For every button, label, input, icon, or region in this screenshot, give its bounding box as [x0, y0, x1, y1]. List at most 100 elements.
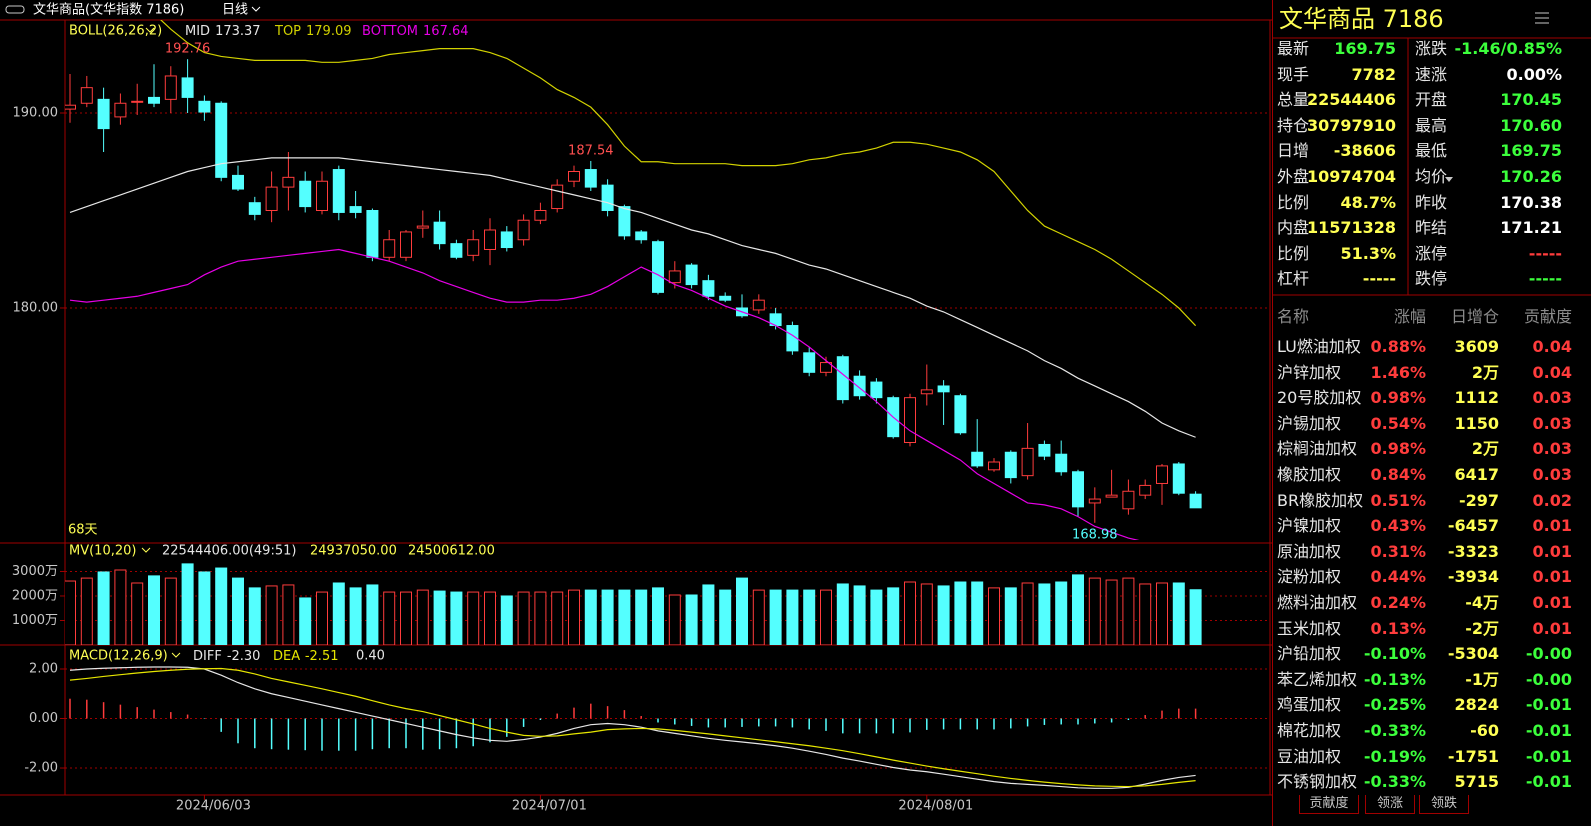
plot	[69, 666, 1197, 789]
sector-name[interactable]: 燃料油加权	[1277, 593, 1358, 612]
volume-bar	[282, 584, 295, 645]
legend-item: BOTTOM 167.64	[362, 24, 469, 39]
legend-item: DIFF -2.30	[193, 649, 260, 664]
candle-body	[719, 295, 732, 301]
price-panel: 190.00 180.00 192.76 187.54 168.98 BOLL(26,26…	[13, 20, 1270, 542]
sector-name[interactable]: 淀粉加权	[1277, 567, 1342, 587]
plot	[65, 20, 1202, 540]
high-label: 192.76	[165, 42, 211, 57]
legend-value: 179.09	[306, 24, 352, 39]
candle-body	[702, 280, 715, 297]
indicator-line	[69, 667, 1196, 788]
sector-name[interactable]: 不锈钢加权	[1277, 772, 1358, 792]
sector-value: 0.84%	[1370, 465, 1426, 484]
volume-bar	[618, 589, 631, 645]
sector-name[interactable]: 沪铅加权	[1277, 644, 1342, 664]
sector-name[interactable]: 苯乙烯加权	[1277, 669, 1358, 689]
volume-bar	[400, 591, 412, 645]
candle-body	[551, 184, 564, 210]
volume-bar	[1055, 581, 1068, 645]
legend-item: 24937050.00	[310, 544, 397, 559]
quote-value: 0.00%	[1506, 64, 1562, 84]
candle-body	[1189, 493, 1202, 509]
tab[interactable]: 领跌	[1419, 795, 1469, 814]
candle-body	[450, 243, 463, 258]
avg-dropdown[interactable]	[1445, 177, 1453, 182]
y-tick-label: 180.00	[13, 300, 59, 315]
sector-value: 0.24%	[1370, 593, 1426, 612]
quote-value: 170.45	[1500, 90, 1562, 110]
candle-body	[584, 169, 597, 188]
tab[interactable]: 贡献度	[1299, 795, 1359, 814]
sector-name[interactable]: LU燃油加权	[1277, 337, 1361, 356]
table-header: 名称	[1277, 307, 1310, 326]
sector-name[interactable]: 豆油加权	[1277, 746, 1342, 766]
sector-name[interactable]: 鸡蛋加权	[1277, 695, 1342, 715]
tab[interactable]: 领涨	[1365, 795, 1415, 814]
volume-bar	[232, 577, 244, 645]
sector-name[interactable]: 棉花加权	[1277, 721, 1342, 740]
sector-value: 2万	[1471, 439, 1499, 459]
volume-bar	[299, 597, 312, 645]
quote-label: 内盘	[1277, 218, 1310, 238]
period-count: 68天	[68, 523, 98, 538]
chevron	[171, 652, 181, 658]
sector-value: -1751	[1447, 746, 1499, 766]
menu-icon[interactable]	[5, 5, 25, 14]
indicator-name[interactable]: BOLL(26,26,2)	[69, 24, 162, 39]
sector-name[interactable]: 沪锌加权	[1277, 362, 1342, 382]
sector-name[interactable]: 原油加权	[1277, 541, 1342, 561]
quote-label: 昨结	[1415, 218, 1448, 238]
sector-value: 2万	[1471, 362, 1499, 382]
quote-value: 170.60	[1500, 115, 1562, 135]
candle-body	[937, 385, 950, 393]
volume-bar	[870, 589, 883, 645]
legend-name: MID	[185, 24, 210, 39]
legend-name: TOP	[274, 24, 301, 39]
volume-bar	[920, 583, 933, 645]
sector-value: 0.44%	[1370, 567, 1426, 587]
volume-bar	[954, 581, 967, 645]
quote-title: 文华商品 7186	[1279, 5, 1444, 33]
legend-value: -2.51	[305, 649, 339, 664]
candle-body	[114, 102, 127, 118]
volume-bar	[517, 591, 530, 645]
candle-body	[148, 96, 160, 104]
volume-bar	[803, 589, 816, 645]
quote-label: 跌停	[1415, 269, 1448, 289]
sector-name[interactable]: 20号胶加权	[1277, 388, 1362, 408]
volume-bar	[366, 584, 379, 645]
volume-bar	[534, 591, 547, 645]
settings-icon[interactable]	[1535, 12, 1549, 24]
period-chevron[interactable]	[251, 6, 261, 12]
sector-name[interactable]: 玉米加权	[1277, 618, 1342, 638]
candle-body	[904, 397, 916, 444]
volume-bar	[736, 577, 748, 645]
period-selector[interactable]: 日线	[222, 3, 248, 18]
sector-value: 0.03	[1532, 388, 1572, 408]
candle-body	[652, 241, 664, 293]
candle-body	[752, 299, 765, 311]
candle-body	[65, 104, 76, 110]
candle-body	[853, 375, 866, 397]
candle-body	[181, 77, 194, 98]
quote-value: 169.75	[1500, 141, 1562, 161]
y-tick-label: 190.00	[13, 106, 59, 121]
volume-bar	[853, 585, 866, 645]
sector-name[interactable]: 沪镍加权	[1277, 516, 1342, 536]
candle-body	[1172, 463, 1185, 494]
sector-value: 3609	[1454, 337, 1499, 356]
sector-name[interactable]: 橡胶加权	[1277, 465, 1342, 484]
table-header: 涨幅	[1393, 307, 1426, 326]
indicator-name[interactable]: MACD(12,26,9)	[69, 649, 168, 664]
sector-value: 0.03	[1532, 413, 1572, 433]
indicator-name[interactable]: MV(10,20)	[69, 544, 136, 559]
sector-name[interactable]: BR橡胶加权	[1277, 490, 1364, 510]
sector-name[interactable]: 棕榈油加权	[1277, 439, 1358, 459]
window-title: 文华商品(文华指数 7186)	[33, 3, 184, 18]
candle-body	[349, 206, 362, 213]
y-tick-label: 0.00	[29, 711, 58, 726]
quote-value: -----	[1528, 269, 1562, 289]
sector-name[interactable]: 沪锡加权	[1277, 413, 1342, 433]
